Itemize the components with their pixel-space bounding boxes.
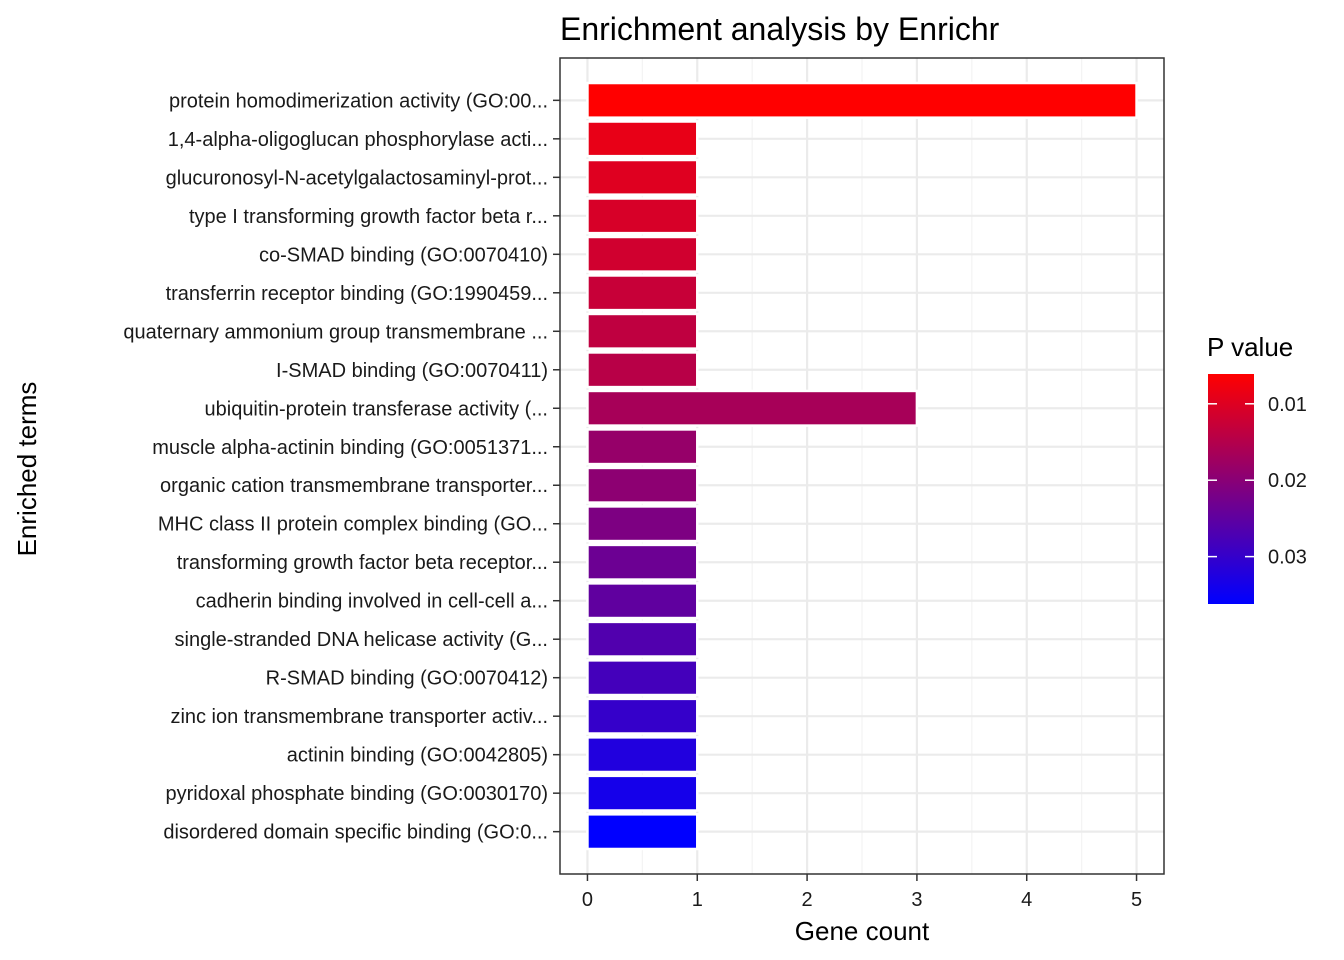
bar — [586, 620, 699, 658]
bar — [586, 235, 699, 273]
bar — [586, 81, 1138, 119]
x-axis-title: Gene count — [795, 916, 930, 946]
colorbar — [1208, 374, 1254, 604]
x-tick-label: 0 — [582, 889, 593, 911]
y-tick-label: I-SMAD binding (GO:0070411) — [276, 360, 548, 382]
legend-tick-label: 0.01 — [1268, 394, 1307, 416]
y-tick-label: transforming growth factor beta receptor… — [177, 552, 548, 574]
bar — [586, 274, 699, 312]
legend-tick-label: 0.03 — [1268, 547, 1307, 569]
y-tick-label: disordered domain specific binding (GO:0… — [163, 822, 548, 844]
y-tick-label: ubiquitin-protein transferase activity (… — [205, 398, 549, 420]
y-tick-label: cadherin binding involved in cell-cell a… — [196, 591, 548, 613]
y-tick-label: pyridoxal phosphate binding (GO:0030170) — [166, 783, 548, 805]
y-axis-title: Enriched terms — [12, 382, 42, 557]
y-tick-label: MHC class II protein complex binding (GO… — [158, 514, 548, 536]
y-tick-label: type I transforming growth factor beta r… — [189, 206, 548, 228]
bar — [586, 543, 699, 581]
bar — [586, 505, 699, 543]
bar — [586, 158, 699, 196]
y-tick-label: R-SMAD binding (GO:0070412) — [266, 668, 548, 690]
y-tick-label: glucuronosyl-N-acetylgalactosaminyl-prot… — [166, 167, 548, 189]
y-tick-label: muscle alpha-actinin binding (GO:0051371… — [152, 437, 548, 459]
bar — [586, 659, 699, 697]
y-tick-label: organic cation transmembrane transporter… — [160, 475, 548, 497]
legend-title: P value — [1207, 332, 1293, 362]
legend-tick-label: 0.02 — [1268, 470, 1307, 492]
bar — [586, 428, 699, 466]
y-tick-label: 1,4-alpha-oligoglucan phosphorylase acti… — [168, 129, 548, 151]
x-tick-label: 2 — [802, 889, 813, 911]
x-tick-label: 3 — [911, 889, 922, 911]
y-tick-label: quaternary ammonium group transmembrane … — [123, 321, 548, 343]
x-tick-label: 1 — [692, 889, 703, 911]
y-tick-label: protein homodimerization activity (GO:00… — [169, 90, 548, 112]
bar — [586, 774, 699, 812]
bar — [586, 697, 699, 735]
bar — [586, 813, 699, 851]
plot-area: protein homodimerization activity (GO:00… — [123, 57, 1165, 911]
chart-title: Enrichment analysis by Enrichr — [560, 11, 1000, 47]
y-tick-label: co-SMAD binding (GO:0070410) — [259, 244, 548, 266]
bar — [586, 197, 699, 235]
bar — [586, 351, 699, 389]
panel-border — [559, 57, 1165, 875]
y-tick-label: transferrin receptor binding (GO:1990459… — [166, 283, 548, 305]
bar — [586, 120, 699, 158]
y-tick-label: single-stranded DNA helicase activity (G… — [175, 629, 549, 651]
bar — [586, 736, 699, 774]
bar — [586, 389, 919, 427]
x-tick-label: 4 — [1021, 889, 1032, 911]
bar — [586, 466, 699, 504]
y-tick-label: zinc ion transmembrane transporter activ… — [170, 706, 548, 728]
y-tick-label: actinin binding (GO:0042805) — [287, 745, 548, 767]
color-legend: 0.01 0.02 0.03 — [1208, 374, 1307, 604]
bar — [586, 312, 699, 350]
bar — [586, 582, 699, 620]
x-tick-label: 5 — [1131, 889, 1142, 911]
